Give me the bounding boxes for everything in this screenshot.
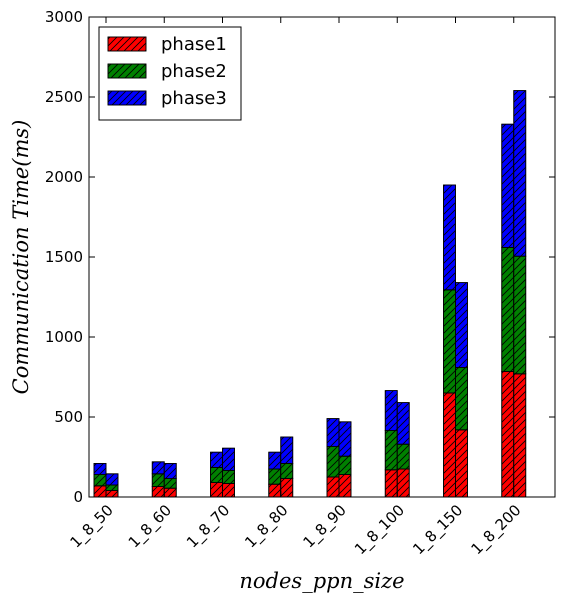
y-tick-label: 2500 bbox=[45, 88, 83, 106]
legend-swatch-hatch-phase3 bbox=[107, 90, 147, 106]
bar-hatch-phase3-1_8_90-1 bbox=[326, 418, 340, 448]
bar-hatch-phase3-1_8_200-1 bbox=[501, 123, 515, 248]
bar-hatch-phase3-1_8_50-1 bbox=[93, 462, 107, 475]
bar-hatch-phase2-1_8_150-1 bbox=[443, 289, 456, 394]
bar-hatch-phase1-1_8_200-1 bbox=[501, 370, 515, 498]
bar-hatch-phase2-1_8_80-2 bbox=[280, 462, 294, 479]
legend-swatch-hatch-phase2 bbox=[107, 63, 147, 79]
bar-hatch-phase2-1_8_80-1 bbox=[268, 468, 282, 485]
bar-hatch-phase2-1_8_70-2 bbox=[222, 470, 235, 484]
bar-hatch-phase3-1_8_80-1 bbox=[268, 451, 282, 470]
plot-area bbox=[93, 90, 527, 498]
bar-hatch-phase1-1_8_80-2 bbox=[280, 478, 294, 498]
bar-hatch-phase3-1_8_90-2 bbox=[338, 421, 352, 457]
bar-hatch-phase1-1_8_100-2 bbox=[396, 468, 410, 498]
y-tick-label: 500 bbox=[54, 408, 83, 426]
y-tick-label: 1500 bbox=[45, 248, 83, 266]
bar-hatch-phase1-1_8_150-2 bbox=[455, 429, 468, 498]
bar-hatch-phase3-1_8_150-1 bbox=[443, 184, 456, 291]
y-tick-label: 3000 bbox=[45, 8, 83, 26]
bar-hatch-phase2-1_8_50-2 bbox=[105, 484, 119, 491]
bar-hatch-phase3-1_8_80-2 bbox=[280, 436, 294, 464]
bar-hatch-phase1-1_8_150-1 bbox=[443, 392, 456, 498]
bar-hatch-phase3-1_8_150-2 bbox=[455, 282, 468, 368]
x-tick-label: 1_8_70 bbox=[183, 501, 234, 552]
bar-hatch-phase3-1_8_70-1 bbox=[210, 451, 223, 468]
bar-hatch-phase1-1_8_50-2 bbox=[105, 490, 119, 498]
bar-hatch-phase2-1_8_100-2 bbox=[396, 443, 410, 470]
bar-hatch-phase1-1_8_200-2 bbox=[513, 373, 527, 498]
x-tick-label: 1_8_90 bbox=[299, 501, 350, 552]
bar-hatch-phase1-1_8_90-1 bbox=[326, 476, 340, 498]
x-tick-label: 1_8_100 bbox=[351, 501, 409, 559]
bar-hatch-phase2-1_8_60-1 bbox=[151, 473, 165, 487]
x-tick-label: 1_8_60 bbox=[125, 501, 176, 552]
legend-swatch-hatch-phase1 bbox=[107, 36, 147, 52]
bar-hatch-phase2-1_8_150-2 bbox=[455, 366, 468, 431]
bar-hatch-phase2-1_8_70-1 bbox=[210, 466, 223, 483]
bar-hatch-phase2-1_8_100-1 bbox=[384, 430, 398, 471]
legend-label-phase2: phase2 bbox=[161, 61, 227, 82]
legend-label-phase1: phase1 bbox=[161, 34, 227, 55]
bar-hatch-phase2-1_8_60-2 bbox=[163, 478, 177, 489]
bar-hatch-phase2-1_8_200-2 bbox=[513, 255, 527, 375]
bar-hatch-phase1-1_8_70-2 bbox=[222, 482, 235, 498]
bar-hatch-phase2-1_8_50-1 bbox=[93, 474, 107, 487]
bar-hatch-phase1-1_8_80-1 bbox=[268, 483, 282, 498]
legend: phase1 phase2 phase3 bbox=[98, 26, 242, 121]
bar-hatch-phase3-1_8_100-1 bbox=[384, 390, 398, 432]
bar-hatch-phase1-1_8_60-2 bbox=[163, 487, 177, 498]
bar-hatch-phase3-1_8_60-2 bbox=[163, 462, 177, 479]
bar-hatch-phase2-1_8_90-1 bbox=[326, 446, 340, 478]
bar-hatch-phase1-1_8_60-1 bbox=[151, 486, 165, 498]
bar-hatch-phase3-1_8_100-2 bbox=[396, 402, 410, 445]
bar-hatch-phase2-1_8_90-2 bbox=[338, 455, 352, 476]
legend-label-phase3: phase3 bbox=[161, 88, 227, 109]
bar-hatch-phase1-1_8_90-2 bbox=[338, 474, 352, 498]
bar-hatch-phase1-1_8_50-1 bbox=[93, 485, 107, 498]
x-tick-label: 1_8_150 bbox=[409, 501, 467, 559]
x-axis-title: nodes_ppn_size bbox=[239, 569, 404, 593]
y-tick-label: 1000 bbox=[45, 328, 83, 346]
bar-hatch-phase1-1_8_100-1 bbox=[384, 469, 398, 498]
x-tick-label: 1_8_80 bbox=[241, 501, 292, 552]
bar-hatch-phase3-1_8_200-2 bbox=[513, 90, 527, 257]
bar-hatch-phase2-1_8_200-1 bbox=[501, 246, 515, 372]
bar-hatch-phase3-1_8_70-2 bbox=[222, 447, 235, 472]
y-tick-label: 2000 bbox=[45, 168, 83, 186]
bar-hatch-phase3-1_8_50-2 bbox=[105, 473, 119, 486]
y-axis-title: Communication Time(ms) bbox=[9, 120, 33, 395]
bar-hatch-phase1-1_8_70-1 bbox=[210, 482, 223, 498]
y-tick-label: 0 bbox=[73, 488, 83, 506]
x-tick-label: 1_8_200 bbox=[468, 501, 526, 559]
x-tick-label: 1_8_50 bbox=[66, 501, 117, 552]
bar-hatch-phase3-1_8_60-1 bbox=[151, 461, 165, 475]
